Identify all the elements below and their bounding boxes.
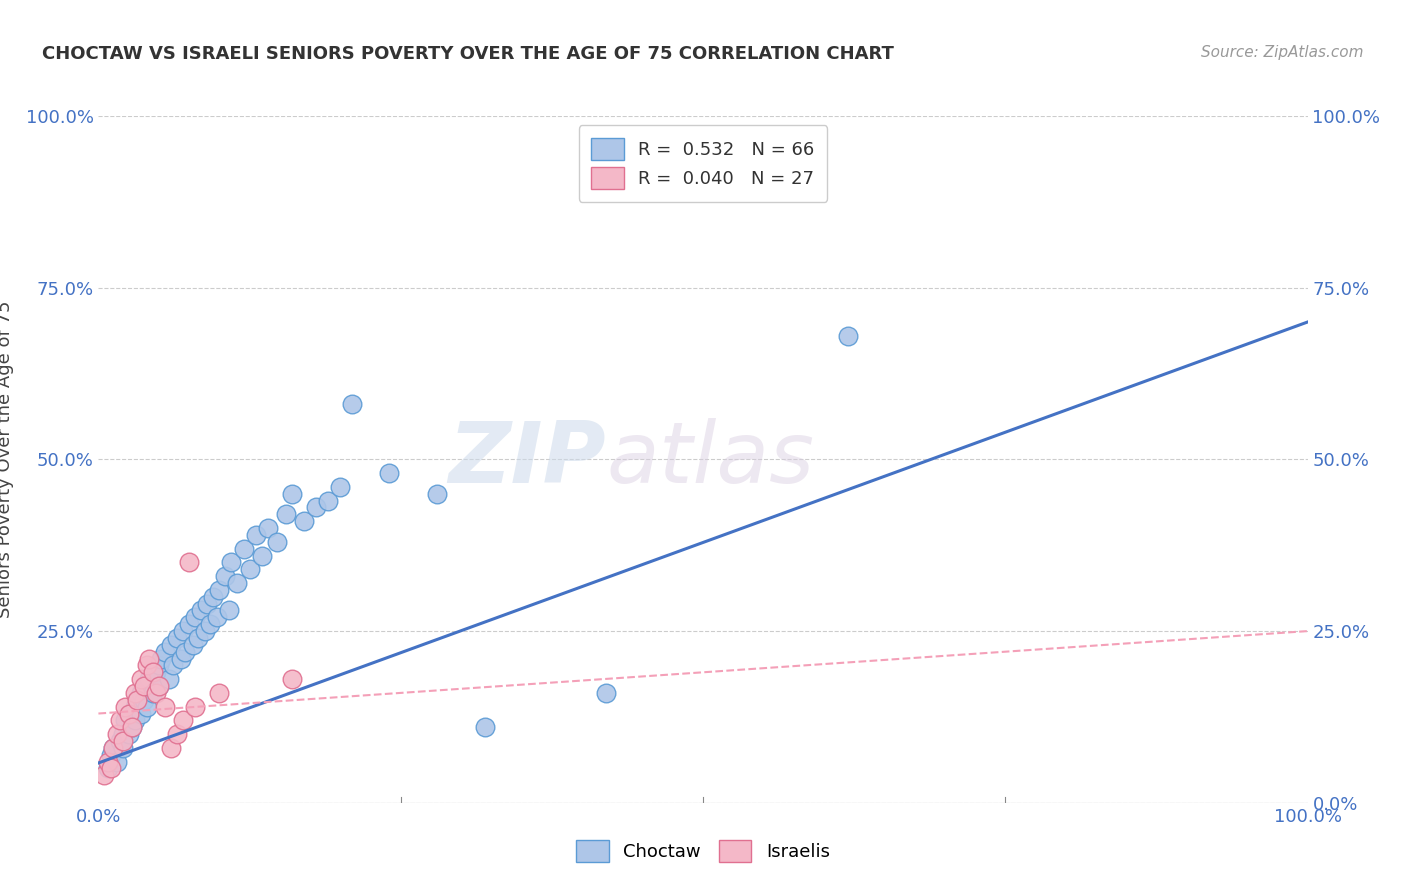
Point [111, 734, 134, 748]
Point [93, 768, 115, 782]
Point [105, 755, 128, 769]
Point [208, 686, 231, 700]
Point [97, 755, 120, 769]
Point [172, 624, 194, 639]
Point [474, 720, 496, 734]
Point [837, 328, 859, 343]
Point [124, 699, 146, 714]
Point [266, 534, 288, 549]
Point [179, 617, 201, 632]
Point [595, 686, 617, 700]
Point [226, 576, 249, 591]
Point [184, 699, 207, 714]
Point [245, 528, 267, 542]
Point [160, 740, 183, 755]
Point [166, 727, 188, 741]
Point [129, 672, 152, 686]
Point [148, 679, 170, 693]
Point [118, 727, 141, 741]
Point [292, 514, 315, 528]
Point [181, 638, 204, 652]
Point [105, 727, 128, 741]
Text: atlas: atlas [606, 417, 814, 501]
Point [218, 603, 240, 617]
Point [214, 569, 236, 583]
Point [142, 686, 165, 700]
Point [135, 699, 157, 714]
Point [134, 692, 156, 706]
Point [150, 651, 173, 665]
Text: ZIP: ZIP [449, 417, 606, 501]
Point [108, 734, 131, 748]
Point [162, 658, 184, 673]
Point [129, 686, 152, 700]
Point [100, 747, 122, 762]
Point [111, 727, 134, 741]
Point [135, 658, 157, 673]
Point [127, 692, 149, 706]
Point [174, 645, 197, 659]
Point [138, 672, 160, 686]
Point [202, 590, 225, 604]
Point [121, 720, 143, 734]
Point [281, 487, 304, 501]
Point [194, 624, 217, 639]
Point [145, 665, 167, 680]
Point [305, 500, 328, 515]
Point [195, 597, 218, 611]
Point [148, 658, 170, 673]
Point [142, 665, 165, 680]
Point [114, 699, 136, 714]
Point [101, 740, 124, 755]
Point [118, 706, 141, 721]
Point [138, 651, 160, 665]
Point [101, 740, 124, 755]
Point [121, 720, 143, 734]
Point [256, 521, 278, 535]
Point [172, 714, 194, 728]
Point [198, 617, 221, 632]
Point [135, 679, 157, 693]
Point [97, 762, 120, 776]
Point [127, 692, 149, 706]
Point [274, 508, 297, 522]
Point [124, 714, 146, 728]
Point [239, 562, 262, 576]
Point [232, 541, 254, 556]
Point [187, 631, 209, 645]
Point [148, 679, 170, 693]
Point [153, 645, 176, 659]
Point [118, 706, 141, 721]
Point [250, 549, 273, 563]
Text: CHOCTAW VS ISRAELI SENIORS POVERTY OVER THE AGE OF 75 CORRELATION CHART: CHOCTAW VS ISRAELI SENIORS POVERTY OVER … [42, 45, 894, 62]
Point [153, 699, 176, 714]
Point [179, 555, 201, 570]
Point [100, 762, 122, 776]
Point [157, 672, 180, 686]
Point [190, 603, 212, 617]
Point [134, 679, 156, 693]
Point [145, 686, 167, 700]
Point [124, 686, 146, 700]
Point [426, 487, 449, 501]
Point [108, 714, 131, 728]
Point [169, 651, 191, 665]
Text: Source: ZipAtlas.com: Source: ZipAtlas.com [1201, 45, 1364, 60]
Point [166, 631, 188, 645]
Legend: Choctaw, Israelis: Choctaw, Israelis [565, 829, 841, 872]
Point [316, 493, 339, 508]
Y-axis label: Seniors Poverty Over the Age of 75: Seniors Poverty Over the Age of 75 [0, 301, 14, 618]
Point [329, 480, 352, 494]
Point [129, 706, 152, 721]
Point [377, 466, 399, 480]
Point [281, 672, 304, 686]
Point [160, 638, 183, 652]
Point [208, 582, 231, 597]
Point [111, 740, 134, 755]
Point [221, 555, 243, 570]
Point [184, 610, 207, 624]
Point [205, 610, 228, 624]
Point [342, 397, 364, 411]
Point [114, 714, 136, 728]
